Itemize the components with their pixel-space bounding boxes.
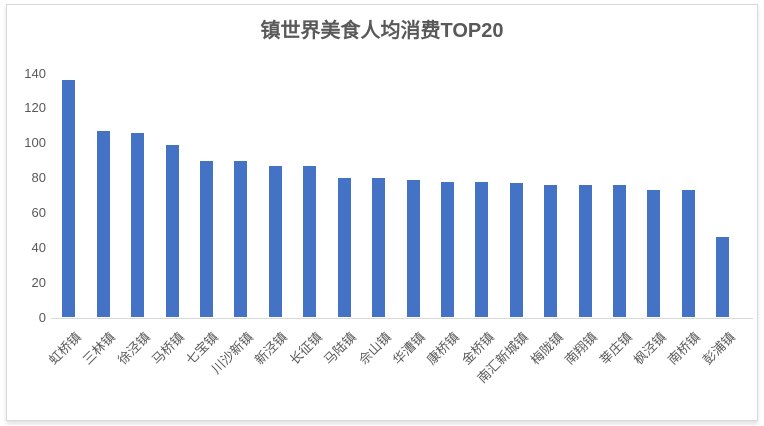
bar (199, 160, 213, 318)
y-axis-tick-label: 140 (24, 65, 46, 81)
x-axis-label: 华漕镇 (389, 329, 428, 368)
bar (337, 178, 351, 318)
x-axis-label: 佘山镇 (355, 329, 394, 368)
bar (62, 80, 76, 318)
bar (613, 185, 627, 318)
x-axis-label: 长征镇 (286, 329, 325, 368)
x-axis-label: 莘庄镇 (596, 329, 635, 368)
bar (372, 178, 386, 318)
x-axis-label: 马桥镇 (148, 329, 187, 368)
x-axis-label: 梅陇镇 (527, 329, 566, 368)
y-axis-tick-label: 20 (31, 274, 46, 290)
chart-title: 镇世界美食人均消费TOP20 (260, 20, 504, 42)
x-axis-label: 虹桥镇 (45, 329, 84, 368)
y-axis-tick-label: 0 (38, 309, 46, 325)
bar (578, 185, 592, 318)
x-axis-label: 南桥镇 (665, 329, 704, 368)
bar (716, 237, 730, 318)
x-axis-label: 南翔镇 (561, 329, 601, 368)
y-axis-tick-label: 60 (31, 204, 46, 220)
y-axis-tick-label: 100 (24, 135, 46, 151)
bar (96, 131, 110, 318)
x-axis-label: 枫泾镇 (630, 329, 669, 368)
bar (268, 165, 282, 318)
x-axis-label: 康桥镇 (424, 329, 463, 368)
x-axis-label: 彭浦镇 (699, 329, 738, 368)
bar (303, 165, 317, 318)
bar (681, 190, 695, 318)
bar (544, 185, 558, 318)
bar (647, 190, 661, 318)
bar (234, 160, 248, 318)
x-axis-label: 徐泾镇 (114, 329, 153, 368)
bar (509, 183, 523, 318)
bar (475, 181, 489, 318)
x-axis-line (51, 318, 753, 319)
x-axis-label: 新泾镇 (252, 329, 291, 368)
x-axis-label: 马陆镇 (320, 329, 360, 368)
y-axis-tick-label: 80 (31, 170, 46, 186)
bar (440, 181, 454, 318)
y-axis-tick-label: 120 (24, 100, 46, 116)
bar (165, 144, 179, 318)
bar (131, 132, 145, 318)
x-axis-label: 三林镇 (79, 329, 119, 368)
bar (406, 179, 420, 318)
y-axis-tick-label: 40 (31, 239, 46, 255)
